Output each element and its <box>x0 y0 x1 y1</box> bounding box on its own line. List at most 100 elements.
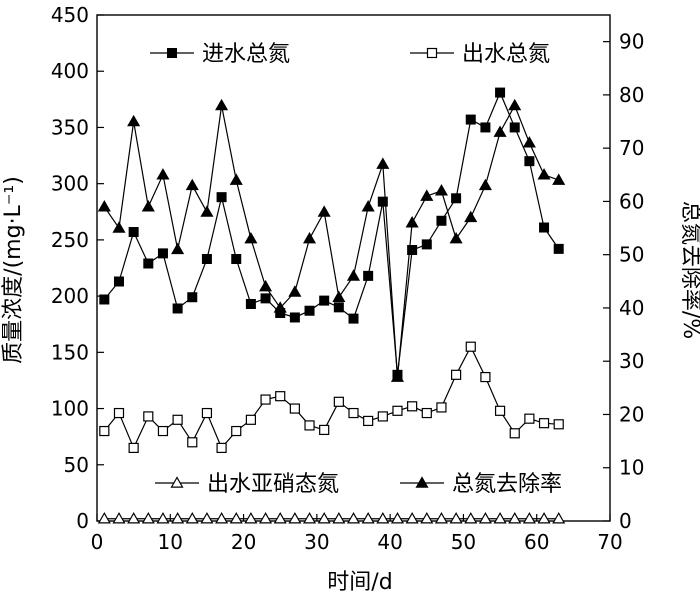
legend-entry: 总氮去除率 <box>400 472 562 497</box>
data-point <box>275 391 286 402</box>
data-point <box>348 313 359 324</box>
data-point <box>346 512 361 524</box>
left-y-tick-label: 350 <box>51 115 89 139</box>
data-point <box>421 239 432 250</box>
series-3 <box>97 512 566 524</box>
data-point <box>478 512 492 524</box>
data-point <box>99 425 110 437</box>
data-point <box>522 512 536 524</box>
data-point <box>141 512 155 524</box>
data-point <box>377 196 388 207</box>
data-point <box>333 302 344 313</box>
left-y-tick-label: 450 <box>51 3 89 27</box>
data-point <box>480 122 491 133</box>
data-point <box>524 156 535 167</box>
data-point <box>333 396 344 407</box>
data-point <box>288 285 302 297</box>
data-point <box>143 258 154 269</box>
legend-marker <box>415 476 429 488</box>
right-y-tick-label: 80 <box>619 83 644 107</box>
legend-marker <box>426 47 438 59</box>
data-point <box>216 192 227 203</box>
right-y-tick-label: 30 <box>619 349 644 373</box>
data-point <box>231 425 242 437</box>
x-tick-label: 60 <box>524 530 549 554</box>
data-point <box>128 227 139 238</box>
data-point <box>451 193 462 204</box>
data-point <box>289 312 300 323</box>
right-y-tick-label: 90 <box>619 30 644 54</box>
left-y-tick-label: 250 <box>51 228 89 252</box>
data-point <box>553 419 564 430</box>
data-point <box>493 512 507 524</box>
right-y-tick-label: 40 <box>619 296 644 320</box>
data-point <box>201 407 213 419</box>
data-point <box>229 173 243 185</box>
data-point <box>363 415 374 427</box>
legend-label: 进水总氮 <box>202 42 290 67</box>
data-point <box>317 512 331 524</box>
legend-label: 出水亚硝态氮 <box>207 472 339 497</box>
data-point <box>143 411 154 422</box>
data-point <box>420 512 434 524</box>
data-point <box>289 403 300 414</box>
data-point <box>99 294 110 305</box>
left-y-tick-label: 150 <box>51 340 89 364</box>
data-point <box>494 405 506 416</box>
data-point <box>332 290 346 303</box>
data-point <box>449 231 463 244</box>
legend-marker <box>167 48 177 58</box>
data-point <box>363 270 374 281</box>
data-point <box>493 125 507 137</box>
series-layer <box>97 87 566 524</box>
data-point <box>376 512 390 524</box>
data-point <box>436 215 447 226</box>
data-point <box>215 98 229 111</box>
data-point <box>201 254 212 265</box>
data-point <box>187 292 198 303</box>
x-tick-label: 50 <box>451 530 476 554</box>
data-point <box>259 279 273 292</box>
data-point <box>464 210 478 223</box>
data-point <box>420 189 434 201</box>
data-point <box>141 200 155 212</box>
left-y-tick-label: 300 <box>51 172 89 196</box>
data-point <box>434 512 448 524</box>
data-point <box>273 512 287 524</box>
data-point <box>259 512 273 524</box>
legend-entry: 进水总氮 <box>150 42 290 67</box>
data-point <box>157 248 168 259</box>
data-point <box>244 231 258 244</box>
data-point <box>304 420 315 431</box>
data-point <box>156 168 170 180</box>
data-point <box>172 414 183 425</box>
data-point <box>127 512 141 524</box>
data-point <box>465 114 476 125</box>
data-point <box>508 98 522 111</box>
data-point <box>390 370 405 382</box>
data-point <box>508 512 522 524</box>
series-line <box>103 104 559 378</box>
data-point <box>464 512 478 524</box>
left-y-axis-label: 质量浓度/(mg·L⁻¹) <box>1 176 26 364</box>
data-point <box>332 512 346 524</box>
data-point <box>231 254 242 265</box>
data-point <box>434 184 448 196</box>
data-point <box>539 222 550 233</box>
data-point <box>97 512 111 524</box>
data-point <box>451 369 462 380</box>
data-point <box>522 136 536 148</box>
right-y-tick-label: 60 <box>619 189 644 213</box>
x-tick-label: 30 <box>304 530 329 554</box>
data-point <box>537 512 551 524</box>
series-4 <box>97 98 566 382</box>
data-point <box>537 168 551 180</box>
right-y-tick-label: 20 <box>619 402 644 426</box>
legend-entry: 出水总氮 <box>410 42 550 67</box>
data-point <box>436 402 447 413</box>
data-point <box>319 424 330 436</box>
data-point <box>112 221 126 233</box>
data-point <box>405 512 419 524</box>
